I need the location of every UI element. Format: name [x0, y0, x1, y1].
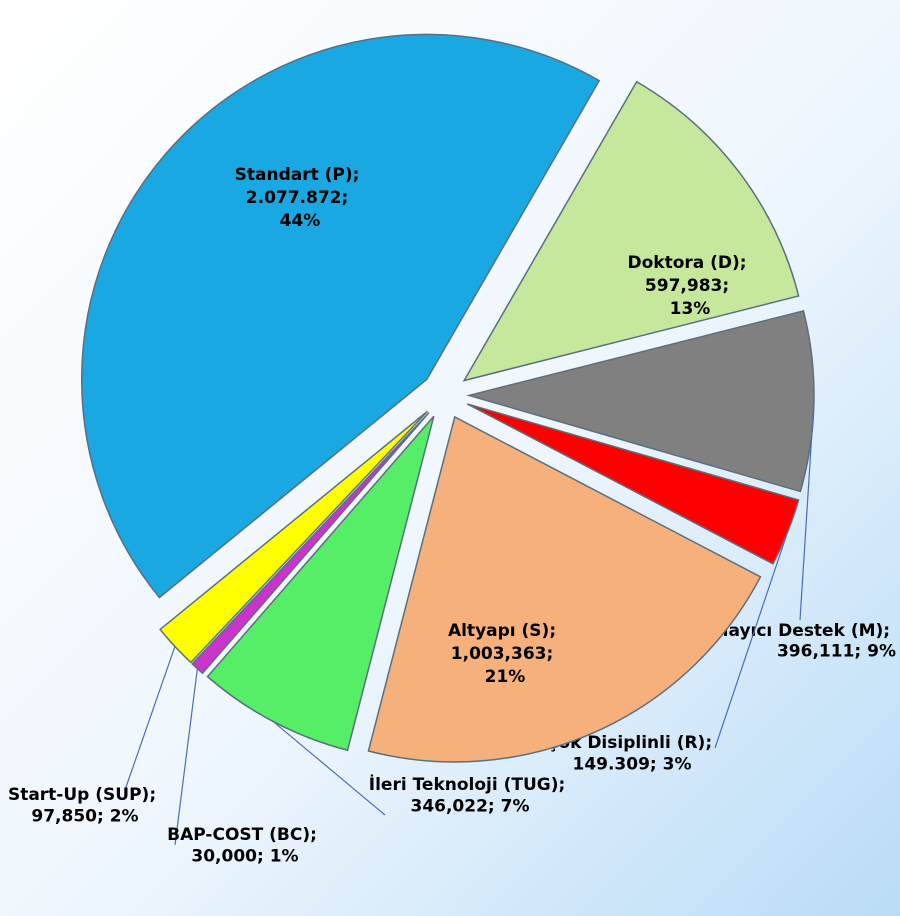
data-label: Tamamlayıcı Destek (M); 396,111; 9% [655, 621, 896, 661]
pie-slice [80, 33, 601, 599]
label-part: 30,000 [191, 847, 257, 867]
pie-slice [466, 403, 800, 565]
pie-slice [367, 415, 762, 763]
leader-line [799, 401, 815, 621]
label-part: 3% [663, 755, 692, 775]
label-part: 97,850 [31, 807, 97, 827]
label-part: ; [549, 621, 562, 641]
data-label: Altyapı (S); 1,003,363; 21% [448, 621, 562, 687]
leader-line [714, 532, 788, 749]
label-part: ; [353, 165, 366, 185]
label-part: 2% [110, 807, 139, 827]
label-part: ; [854, 641, 867, 661]
label-part: ; [257, 847, 270, 867]
label-part: 396,111 [777, 641, 854, 661]
label-part: 21% [485, 667, 526, 687]
data-label: Start-Up (SUP); 97,850; 2% [8, 785, 162, 827]
label-part: 13% [670, 299, 711, 319]
label-part: 1,003,363 [451, 644, 547, 664]
label-part: 597,983 [645, 276, 722, 296]
label-part: ; [740, 253, 753, 273]
label-part: 346,022 [410, 797, 487, 817]
label-part: ; [488, 797, 501, 817]
label-part: ; [310, 825, 323, 845]
label-part: Doktora (D) [627, 253, 739, 273]
label-part: ; [97, 807, 110, 827]
label-part: 44% [280, 211, 321, 231]
label-part: 1% [270, 847, 299, 867]
label-part: ; [722, 276, 735, 296]
label-part: Çok Disiplinli (R) [546, 733, 705, 753]
label-part: İleri Teknoloji (TUG) [369, 773, 559, 795]
label-part: 7% [501, 797, 530, 817]
label-part: 2.077.872 [246, 188, 342, 208]
label-part: ; [883, 621, 896, 641]
label-part: Standart (P) [235, 165, 353, 185]
label-part: Altyapı (S) [448, 621, 549, 641]
leader-line [174, 668, 198, 846]
pie-slice [159, 410, 428, 664]
leader-line [272, 721, 386, 816]
pie-slice [462, 80, 800, 382]
label-part: ; [650, 755, 663, 775]
leader-line [124, 646, 176, 791]
label-part: Start-Up (SUP) [8, 785, 149, 805]
label-part: ; [705, 733, 718, 753]
label-part: ; [149, 785, 162, 805]
data-label: İleri Teknoloji (TUG); 346,022; 7% [369, 773, 571, 817]
label-part: 149.309 [572, 755, 649, 775]
data-label: Doktora (D); 597,983; 13% [627, 253, 752, 319]
label-part: ; [342, 188, 355, 208]
label-part: 9% [867, 641, 896, 661]
label-part: ; [547, 644, 560, 664]
data-label: Çok Disiplinli (R); 149.309; 3% [546, 733, 718, 775]
data-label: Standart (P); 2.077.872; 44% [235, 165, 366, 231]
label-part: BAP-COST (BC) [167, 825, 310, 845]
data-label: BAP-COST (BC); 30,000; 1% [167, 825, 323, 867]
label-part: ; [559, 775, 572, 795]
pie-slice [206, 415, 435, 752]
